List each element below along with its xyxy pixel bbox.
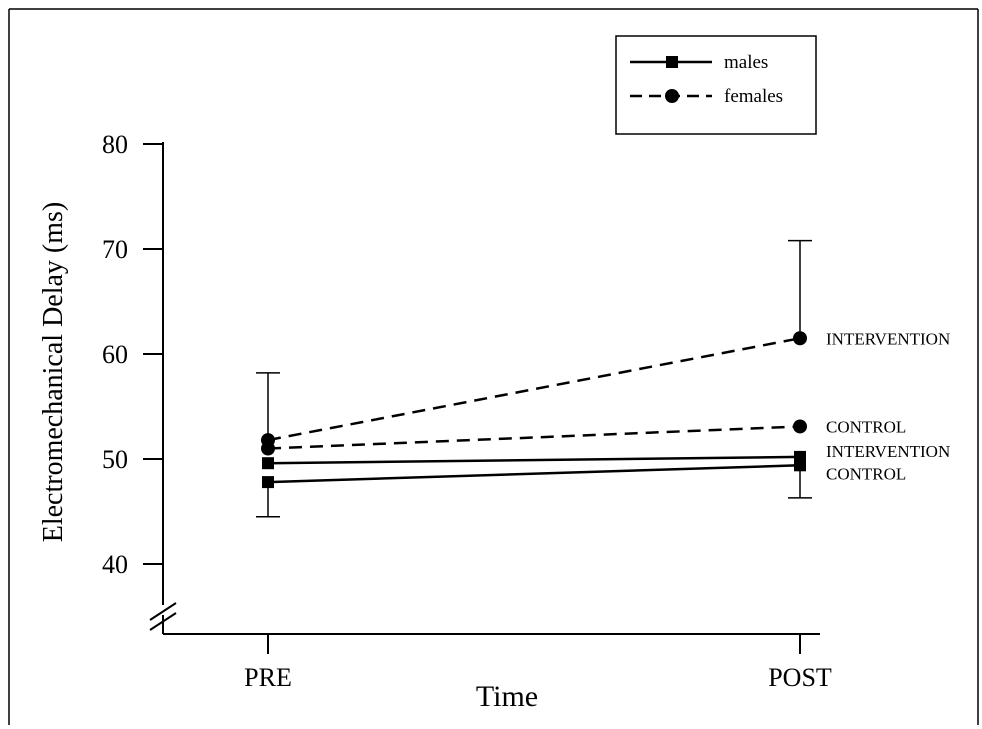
group-labels: INTERVENTION CONTROL INTERVENTION CONTROL — [826, 329, 950, 483]
y-tick-label-50: 50 — [102, 445, 128, 474]
series-line-females-intervention — [267, 337, 801, 442]
y-tick-label-70: 70 — [102, 235, 128, 264]
series-line-males-control — [267, 464, 801, 484]
axis-break-mark-1 — [149, 602, 177, 621]
marker-females-control-0 — [261, 441, 275, 456]
series-markers — [261, 331, 807, 489]
group-label-males-control: CONTROL — [826, 464, 906, 483]
y-tick-label-80: 80 — [102, 130, 128, 159]
x-axis-title: Time — [476, 680, 538, 713]
legend-males-label: males — [724, 52, 768, 73]
legend-box — [615, 35, 817, 135]
marker-females-control-1 — [793, 419, 807, 434]
series-line-females-control — [267, 425, 801, 450]
marker-males-intervention-0 — [262, 457, 274, 470]
group-label-males-intervention: INTERVENTION — [826, 442, 950, 461]
x-ticks: PRE POST — [244, 634, 832, 692]
marker-females-intervention-1 — [793, 331, 807, 346]
marker-males-control-1 — [794, 459, 806, 472]
marker-males-control-0 — [262, 476, 274, 489]
group-label-females-intervention: INTERVENTION — [826, 329, 950, 348]
error-bars — [256, 239, 812, 518]
y-tick-label-40: 40 — [102, 550, 128, 579]
x-tick-label-post: POST — [768, 663, 832, 692]
legend-males-marker — [666, 56, 678, 68]
legend-females-label: females — [724, 86, 783, 107]
axis-break-mark-2 — [149, 612, 177, 631]
group-label-females-control: CONTROL — [826, 417, 906, 436]
legend: males females — [615, 35, 817, 135]
series-line-males-intervention — [267, 455, 801, 465]
figure-frame — [8, 8, 979, 725]
y-axis-title: Electromechanical Delay (ms) — [38, 202, 69, 543]
axes — [149, 142, 820, 635]
series-lines — [267, 337, 801, 484]
legend-females-marker — [665, 89, 679, 103]
y-ticks: 40 50 60 70 80 — [102, 130, 163, 579]
x-tick-label-pre: PRE — [244, 663, 292, 692]
y-tick-label-60: 60 — [102, 340, 128, 369]
